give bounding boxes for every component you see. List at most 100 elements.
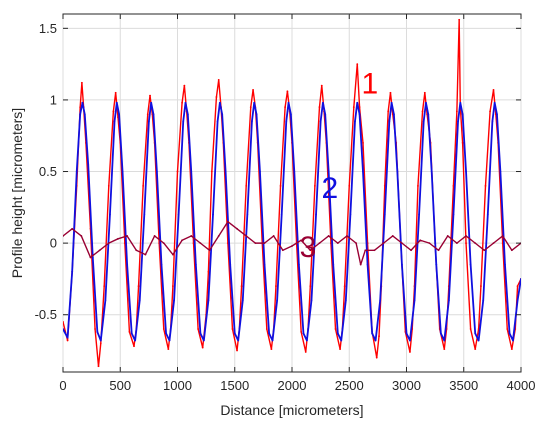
- series-3-point: [117, 237, 119, 240]
- series-2-point: [186, 113, 189, 116]
- series-2-point: [319, 120, 322, 123]
- series-2-point: [138, 299, 141, 302]
- series-3-point: [254, 242, 257, 245]
- series-2-point: [413, 299, 416, 302]
- series-2-point: [418, 213, 420, 216]
- series-1-point: [201, 346, 204, 349]
- series-1-point: [240, 285, 243, 287]
- series-2-point: [374, 339, 377, 342]
- series-3-point: [465, 235, 467, 237]
- series-3-point: [135, 249, 138, 252]
- series-2-point: [118, 113, 120, 116]
- series-2-point: [491, 120, 494, 123]
- series-2-point: [520, 278, 521, 280]
- series-2-point: [190, 170, 193, 173]
- series-2-point: [173, 299, 175, 302]
- series-3-point: [208, 249, 211, 252]
- series-3-point: [126, 235, 129, 237]
- series-2-point: [66, 336, 69, 339]
- series-2-point: [302, 332, 305, 335]
- series-1-point: [362, 141, 364, 144]
- series-2-point: [246, 213, 249, 216]
- series-2-point: [482, 299, 485, 302]
- series-1-point: [63, 320, 64, 323]
- series-3-annotation: 3: [300, 231, 317, 264]
- series-1-point: [465, 242, 467, 245]
- series-3-point: [492, 242, 495, 245]
- series-2-point: [229, 263, 232, 266]
- x-tick-label: 2500: [335, 378, 364, 393]
- series-3-point: [291, 245, 293, 247]
- series-2-point: [293, 170, 296, 173]
- series-2-point: [83, 113, 86, 116]
- series-2-point: [155, 170, 158, 173]
- series-3-point: [373, 249, 376, 252]
- series-2-point: [147, 120, 150, 123]
- series-1-point: [409, 351, 411, 353]
- series-3-point: [153, 235, 156, 237]
- series-2-point: [182, 120, 185, 123]
- series-1-point: [383, 184, 386, 187]
- series-1-point: [378, 335, 380, 338]
- series-2-annotation: 2: [321, 172, 338, 205]
- series-1-annotation: 1: [362, 68, 379, 101]
- series-2-point: [396, 170, 399, 173]
- series-2-point: [508, 332, 511, 335]
- series-2-point: [63, 328, 64, 330]
- series-2-point: [439, 332, 442, 335]
- series-3-point: [359, 263, 362, 266]
- series-2-point: [218, 101, 221, 104]
- series-1-point: [469, 328, 472, 330]
- series-2-point: [160, 263, 163, 266]
- annotation-layer: 1 23: [300, 68, 379, 264]
- series-2-point: [422, 120, 425, 123]
- series-2-point: [409, 339, 411, 342]
- series-1-point: [275, 285, 277, 287]
- series-2-point: [469, 263, 472, 266]
- series-2-point: [285, 120, 288, 123]
- series-3-point: [419, 239, 422, 242]
- series-1-point: [300, 331, 303, 333]
- series-1-point: [146, 113, 149, 116]
- series-2-point: [287, 101, 290, 104]
- series-2-point: [221, 113, 224, 116]
- series-2-point: [354, 120, 356, 123]
- x-tick-label: 1500: [220, 378, 249, 393]
- series-2-point: [349, 213, 352, 216]
- series-1-point: [423, 91, 426, 94]
- series-2-point: [388, 120, 391, 123]
- series-3-point: [107, 242, 110, 245]
- series-2-point: [362, 170, 364, 173]
- series-2-point: [113, 120, 116, 123]
- series-1-point: [455, 110, 458, 113]
- series-3-point: [455, 242, 458, 245]
- x-tick-label: 3000: [392, 378, 421, 393]
- series-3-point: [510, 249, 513, 252]
- series-2-point: [405, 332, 408, 335]
- series-2-point: [379, 299, 382, 302]
- series-2-point: [474, 332, 477, 335]
- series-2-point: [280, 213, 283, 216]
- series-2-point: [344, 299, 347, 302]
- series-2-point: [493, 101, 496, 104]
- series-3-point: [501, 235, 504, 237]
- series-3-point: [181, 239, 183, 242]
- series-2-point: [104, 299, 107, 302]
- series-2-point: [443, 339, 446, 342]
- series-2-point: [233, 332, 236, 335]
- series-1-point: [506, 328, 509, 330]
- series-2-point: [435, 263, 438, 266]
- series-2-point: [212, 213, 214, 216]
- series-1-point: [343, 285, 346, 287]
- series-2-point: [150, 101, 153, 104]
- series-2-point: [430, 170, 433, 173]
- series-3-point: [80, 235, 83, 237]
- series-2-point: [512, 339, 514, 342]
- series-2-point: [177, 213, 180, 216]
- series-2-point: [224, 170, 227, 173]
- series-1-point: [270, 348, 273, 350]
- series-2-point: [401, 263, 403, 266]
- series-2-point: [447, 299, 450, 302]
- series-3-point: [382, 242, 385, 245]
- series-3-point: [162, 242, 165, 245]
